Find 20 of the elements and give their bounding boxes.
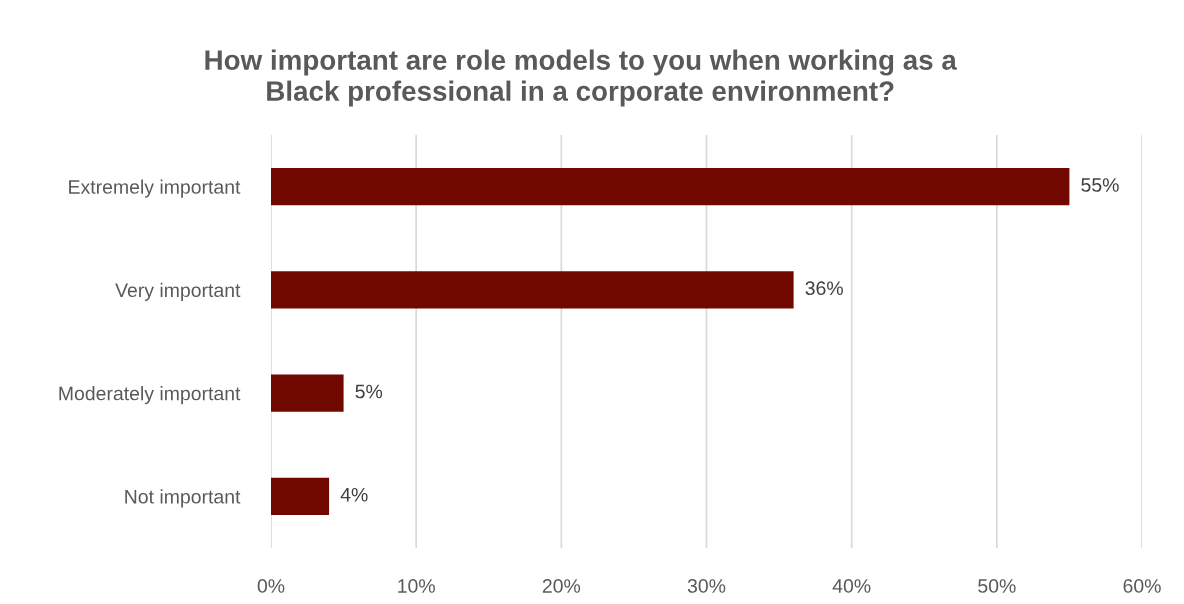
chart-title: How important are role models to you when working as a Black professional in a corporate environment? <box>205 49 957 107</box>
x-tick-label: 40% <box>832 579 871 593</box>
x-tick-label: 0% <box>257 579 285 593</box>
x-tick-label: 30% <box>687 579 726 593</box>
y-tick-label: Not important <box>125 489 241 508</box>
bar <box>271 477 330 515</box>
bar <box>271 374 344 412</box>
y-tick-label: Moderately important <box>59 386 241 405</box>
bar <box>271 271 794 309</box>
data-label: 55% <box>1081 178 1119 192</box>
data-label: 4% <box>340 487 368 502</box>
data-label: 36% <box>805 281 843 296</box>
y-tick-label: Extremely important <box>69 179 241 198</box>
x-tick-label: 10% <box>398 579 435 593</box>
x-tick-label: 60% <box>1123 579 1161 593</box>
bar <box>271 168 1070 206</box>
x-tick-label: 20% <box>542 579 581 593</box>
data-label: 5% <box>355 384 383 399</box>
x-tick-label: 50% <box>978 579 1016 593</box>
y-tick-label: Very important <box>115 282 241 301</box>
